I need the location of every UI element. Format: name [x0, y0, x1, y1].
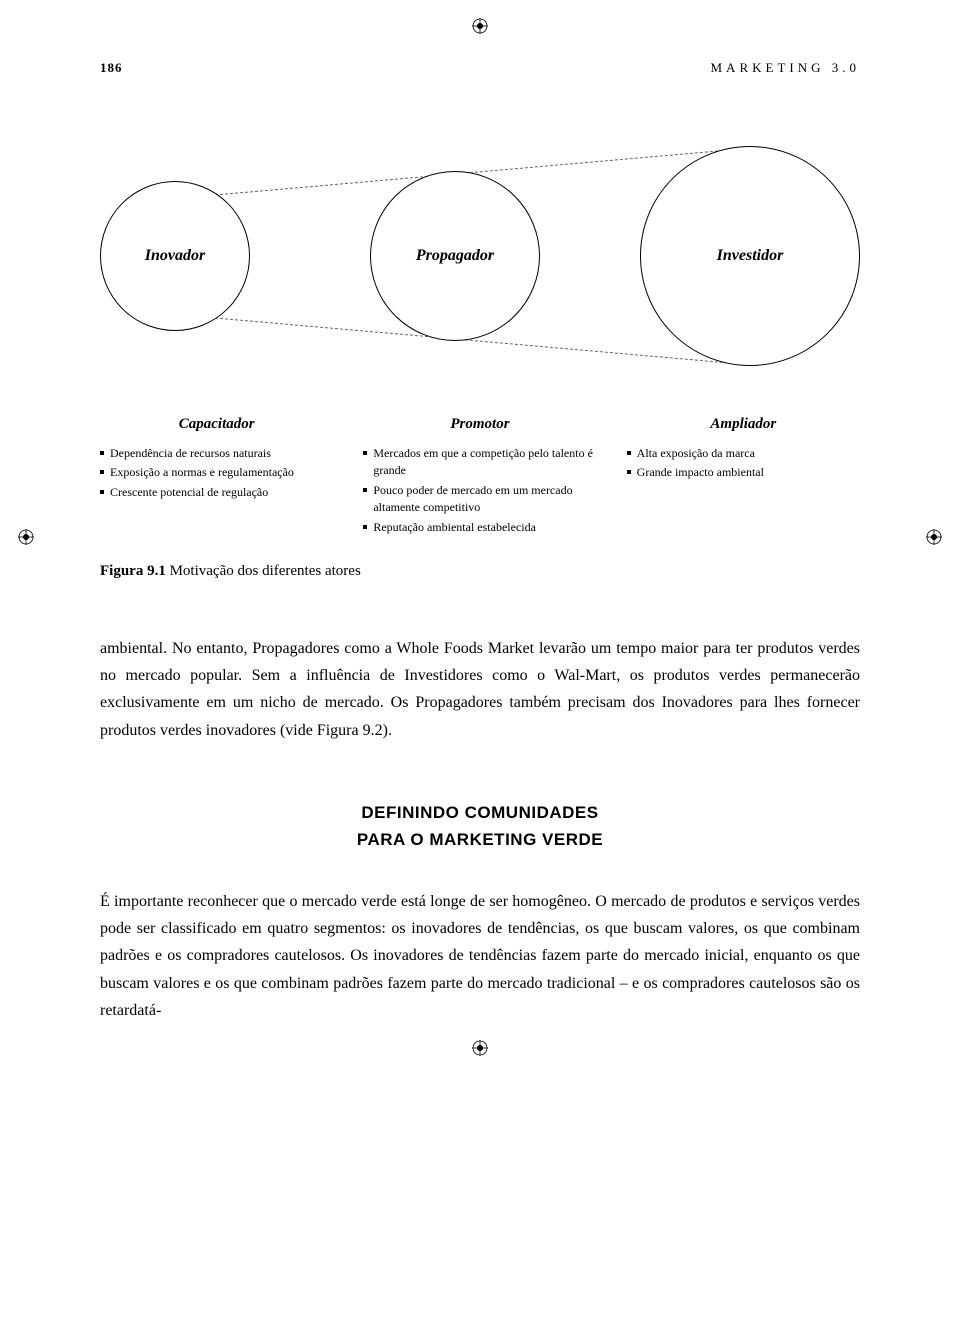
circle-label: Propagador	[416, 247, 494, 265]
crop-mark-top	[472, 18, 488, 34]
column-title: Promotor	[363, 416, 596, 433]
list-item: Exposição a normas e regulamentação	[100, 464, 333, 481]
section-heading: DEFININDO COMUNIDADES PARA O MARKETING V…	[100, 799, 860, 853]
circle-label: Inovador	[145, 247, 205, 265]
circle-propagador: Propagador	[370, 171, 540, 341]
figure-label: Figura 9.1	[100, 563, 166, 579]
crop-mark-left	[18, 529, 34, 545]
column-list: Alta exposição da marca Grande impacto a…	[627, 445, 860, 482]
crop-mark-right	[926, 529, 942, 545]
figure-caption: Figura 9.1 Motivação dos diferentes ator…	[100, 563, 860, 580]
list-item: Pouco poder de mercado em um mercado alt…	[363, 482, 596, 517]
figure-caption-text: Motivação dos diferentes atores	[170, 563, 361, 579]
page-number: 186	[100, 60, 123, 76]
column-list: Mercados em que a competição pelo talent…	[363, 445, 596, 536]
column-capacitador: Capacitador Dependência de recursos natu…	[100, 416, 333, 538]
column-ampliador: Ampliador Alta exposição da marca Grande…	[627, 416, 860, 538]
heading-line: DEFININDO COMUNIDADES	[100, 799, 860, 826]
diagram-columns: Capacitador Dependência de recursos natu…	[100, 416, 860, 538]
book-title: MARKETING 3.0	[711, 60, 861, 76]
column-title: Capacitador	[100, 416, 333, 433]
body-paragraph: É importante reconhecer que o mercado ve…	[100, 888, 860, 1024]
heading-line: PARA O MARKETING VERDE	[100, 826, 860, 853]
list-item: Reputação ambiental estabelecida	[363, 519, 596, 536]
list-item: Mercados em que a competição pelo talent…	[363, 445, 596, 480]
list-item: Dependência de recursos naturais	[100, 445, 333, 462]
column-title: Ampliador	[627, 416, 860, 433]
list-item: Alta exposição da marca	[627, 445, 860, 462]
circle-inovador: Inovador	[100, 181, 250, 331]
list-item: Crescente potencial de regulação	[100, 484, 333, 501]
figure-diagram: Inovador Propagador Investidor	[100, 116, 860, 396]
circle-label: Investidor	[717, 247, 784, 265]
page-header: 186 MARKETING 3.0	[100, 60, 860, 76]
crop-mark-bottom	[472, 1040, 488, 1056]
circle-investidor: Investidor	[640, 146, 860, 366]
column-list: Dependência de recursos naturais Exposiç…	[100, 445, 333, 501]
body-paragraph: ambiental. No entanto, Propagadores como…	[100, 635, 860, 744]
list-item: Grande impacto ambiental	[627, 464, 860, 481]
column-promotor: Promotor Mercados em que a competição pe…	[363, 416, 596, 538]
